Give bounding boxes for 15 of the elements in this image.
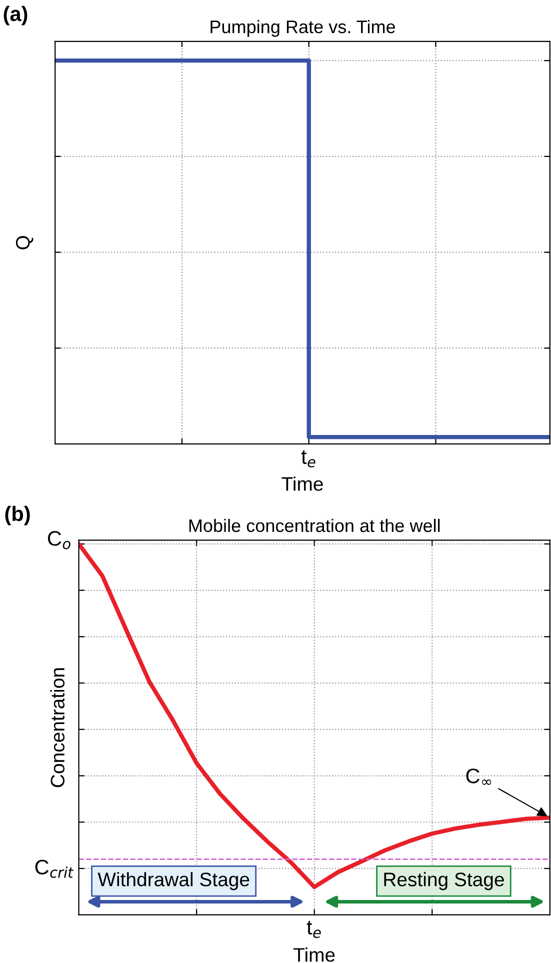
y-axis-title: Concentration: [50, 668, 65, 788]
annotation: Withdrawal Stage: [98, 872, 250, 890]
text: t$_{e}$: [306, 920, 321, 938]
text: C$_{o}$: [48, 531, 70, 550]
text: (b): [5, 506, 30, 526]
x-axis-title: Time: [294, 947, 335, 962]
chart-title: Mobile concentration at the well: [189, 518, 440, 532]
ref-line-label: C$_{crit}$: [35, 860, 74, 878]
annotation: Resting Stage: [384, 872, 504, 890]
annotation: C$_{∞}$: [466, 768, 492, 785]
chart-title: Pumping Rate vs. Time: [210, 20, 396, 37]
y-axis-title: Q: [16, 236, 34, 250]
x-axis-title: Time: [282, 476, 323, 491]
text: (a): [4, 6, 28, 26]
text: t$_{e}$: [301, 450, 316, 468]
